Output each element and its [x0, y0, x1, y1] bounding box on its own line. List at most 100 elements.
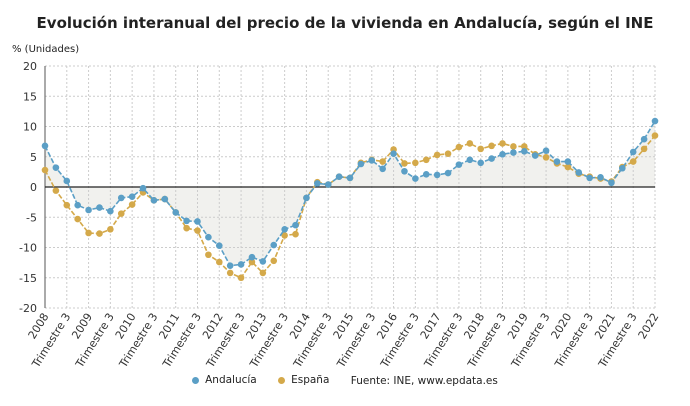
- legend-label: España: [291, 374, 330, 386]
- data-point: [433, 171, 441, 179]
- data-point: [205, 233, 212, 241]
- data-point: [444, 169, 452, 177]
- data-point: [651, 117, 659, 125]
- data-point: [520, 148, 528, 155]
- data-point: [194, 218, 201, 225]
- y-tick-label: 10: [23, 121, 37, 134]
- data-point: [586, 174, 593, 182]
- data-point: [640, 145, 648, 153]
- data-point: [107, 207, 114, 215]
- data-point: [542, 147, 550, 154]
- data-point: [270, 241, 278, 249]
- data-point: [335, 173, 343, 181]
- data-point: [346, 174, 354, 182]
- data-point: [531, 152, 539, 159]
- data-point: [640, 135, 648, 143]
- data-point: [357, 160, 365, 168]
- legend-item-andalucia[interactable]: Andalucía: [192, 374, 257, 386]
- data-point: [619, 164, 626, 172]
- data-point: [368, 157, 376, 164]
- data-point: [542, 154, 550, 161]
- data-point: [651, 132, 659, 139]
- data-point: [477, 159, 485, 167]
- data-point: [553, 158, 561, 165]
- data-point: [281, 226, 288, 233]
- data-point: [412, 175, 419, 182]
- data-point: [183, 217, 190, 225]
- data-point: [63, 201, 71, 209]
- data-point: [52, 164, 60, 171]
- data-point: [608, 179, 615, 187]
- data-point: [575, 169, 583, 176]
- data-point: [390, 150, 397, 158]
- data-point: [237, 274, 245, 282]
- data-point: [401, 160, 408, 167]
- data-point: [248, 253, 256, 261]
- data-point: [433, 151, 441, 159]
- data-point: [96, 204, 103, 211]
- y-tick-label: -15: [19, 272, 37, 285]
- data-point: [510, 149, 517, 156]
- data-point: [194, 227, 201, 234]
- data-point: [455, 143, 463, 151]
- data-point: [379, 158, 386, 165]
- data-point: [379, 165, 386, 173]
- data-point: [422, 156, 430, 164]
- legend-item-espana[interactable]: España: [278, 374, 329, 386]
- x-tick-label: 2022: [636, 311, 662, 342]
- data-point: [41, 166, 49, 174]
- data-point: [488, 155, 495, 162]
- source-text: Fuente: INE, www.epdata.es: [350, 374, 498, 387]
- data-point: [117, 194, 125, 202]
- data-point: [237, 261, 245, 268]
- data-point: [215, 258, 223, 266]
- data-point: [85, 229, 92, 237]
- data-point: [292, 230, 299, 238]
- data-point: [303, 194, 310, 202]
- data-point: [597, 174, 604, 181]
- data-point: [466, 156, 474, 164]
- y-tick-label: 0: [30, 181, 37, 194]
- data-point: [520, 143, 528, 150]
- data-point: [281, 232, 288, 239]
- data-point: [259, 258, 267, 265]
- data-point: [510, 143, 517, 150]
- data-point: [422, 170, 430, 178]
- chart-title: Evolución interanual del precio de la vi…: [36, 14, 654, 32]
- data-point: [477, 145, 485, 153]
- data-point: [499, 151, 506, 158]
- data-point: [52, 187, 60, 194]
- y-tick-label: -20: [19, 302, 37, 315]
- data-point: [259, 269, 267, 277]
- data-point: [85, 206, 92, 214]
- data-point: [314, 180, 321, 187]
- data-point: [401, 167, 408, 175]
- y-tick-label: 5: [30, 151, 37, 164]
- data-point: [161, 195, 169, 203]
- data-point: [455, 161, 463, 168]
- data-point: [324, 181, 332, 188]
- y-tick-label: -5: [26, 211, 37, 224]
- legend-label: Andalucía: [205, 374, 257, 386]
- data-point: [139, 184, 147, 192]
- data-point: [183, 224, 190, 232]
- data-point: [444, 150, 452, 158]
- data-point: [117, 210, 125, 217]
- data-point: [150, 197, 158, 204]
- y-tick-label: -10: [19, 242, 37, 255]
- data-point: [292, 221, 299, 229]
- legend-swatch: [278, 376, 286, 384]
- data-point: [63, 177, 71, 185]
- data-point: [226, 269, 234, 277]
- data-point: [270, 257, 278, 265]
- data-point: [128, 193, 136, 200]
- data-point: [629, 158, 637, 165]
- legend: Andalucía España Fuente: INE, www.epdata…: [0, 374, 690, 387]
- data-point: [466, 140, 474, 147]
- data-point: [74, 215, 81, 223]
- data-point: [96, 230, 103, 237]
- data-point: [172, 209, 180, 216]
- data-point: [215, 242, 223, 249]
